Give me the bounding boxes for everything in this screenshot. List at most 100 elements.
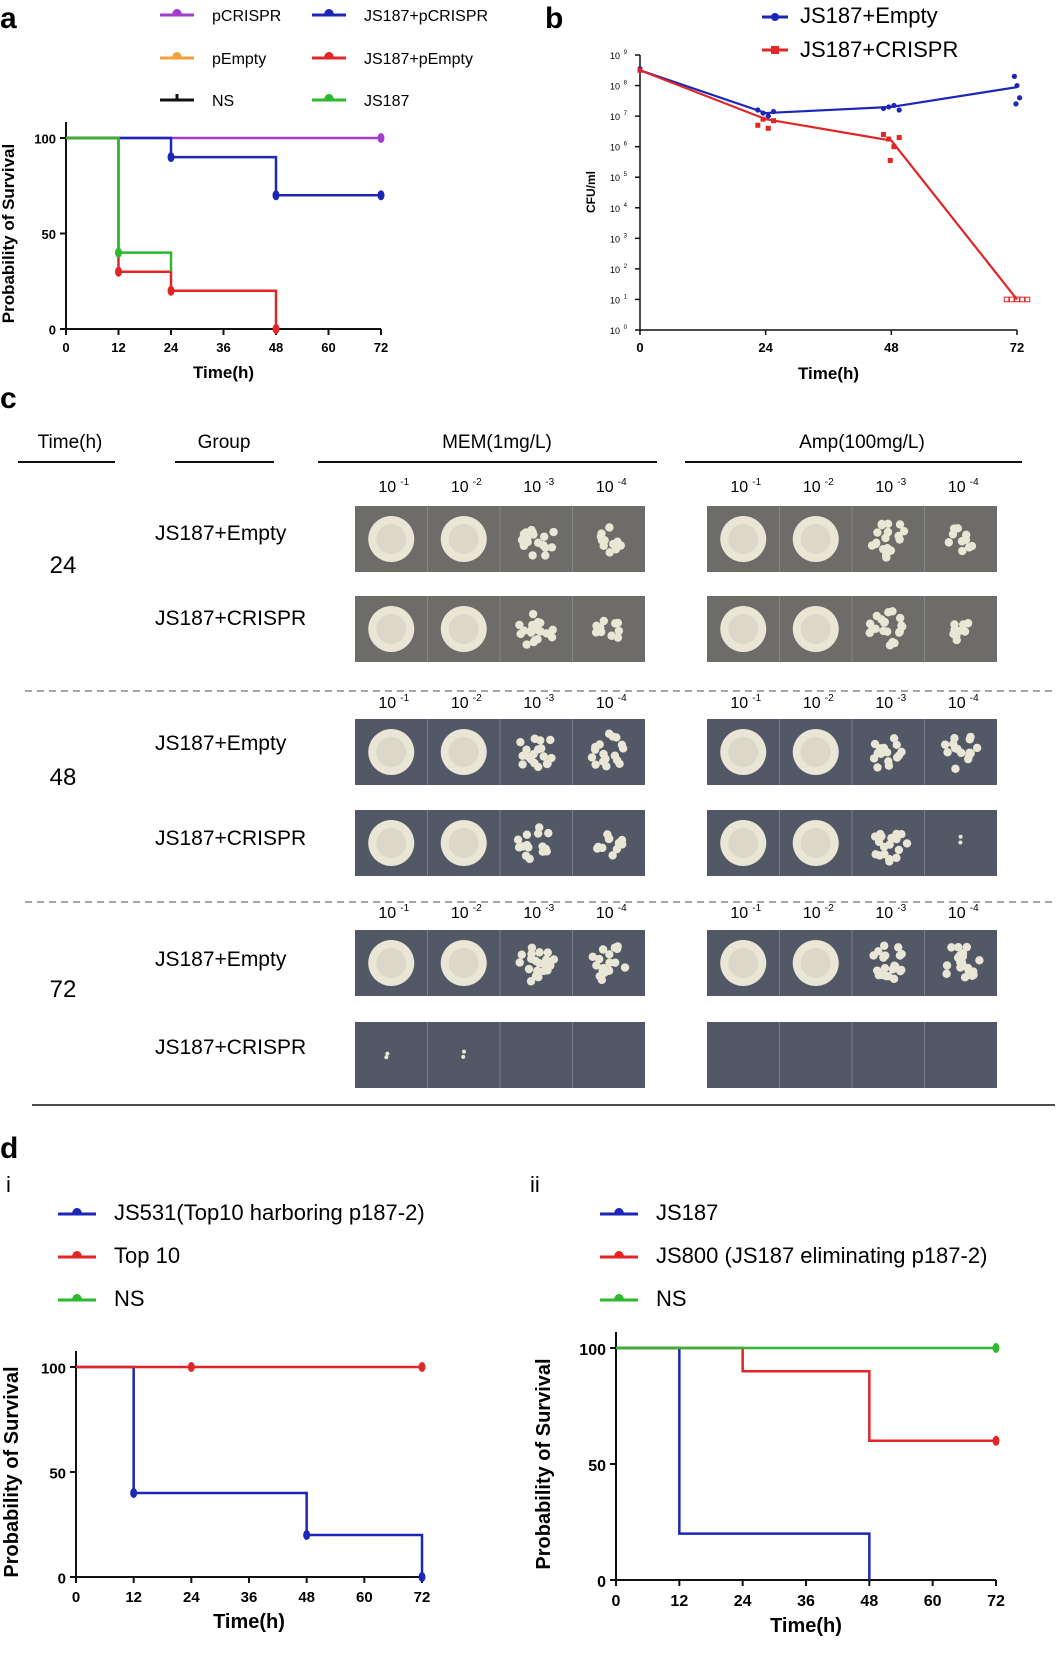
dilution-exponent: -4 (970, 693, 979, 704)
colony (889, 734, 899, 743)
colony (894, 845, 904, 855)
dilution-exponent: -4 (618, 693, 627, 704)
data-point (1017, 95, 1023, 101)
censor-mark (272, 324, 280, 334)
colony (547, 543, 557, 552)
legend-marker (324, 52, 334, 58)
header-amp: Amp(100mg/L) (799, 432, 925, 453)
colony (884, 761, 894, 770)
y-tick-label: 100 (41, 1361, 66, 1378)
data-point (880, 105, 887, 112)
colony (881, 533, 890, 543)
colony (549, 955, 559, 964)
colony (524, 964, 534, 974)
legend-marker (72, 1208, 82, 1214)
colony (879, 941, 889, 950)
y-tick-exponent: 3 (624, 233, 628, 239)
panel-label-d-i: i (6, 1172, 11, 1197)
colony (955, 951, 965, 960)
colony (591, 628, 601, 637)
group-label: JS187+CRISPR (155, 607, 306, 630)
group-label: JS187+Empty (155, 732, 287, 755)
y-tick-label: 0 (58, 1571, 66, 1588)
colony-spot-center (376, 948, 407, 978)
colony (604, 966, 614, 975)
survival-chart-d-ii: 0 12 24 36 48 60 72 0 50 100 Time(h) Probability of… (533, 1200, 1005, 1637)
y-tick-label: 10 (610, 326, 620, 336)
time-label: 24 (50, 552, 77, 579)
legend-marker (324, 9, 334, 15)
colony (530, 636, 540, 645)
colony (462, 1049, 467, 1054)
y-tick-exponent: 7 (624, 111, 628, 117)
dilution-exponent: -1 (752, 477, 761, 488)
colony (528, 551, 537, 560)
colony (964, 543, 974, 552)
colony (461, 1054, 466, 1059)
colony (972, 743, 982, 753)
colony (549, 527, 558, 537)
x-tick-label: 36 (797, 1593, 815, 1610)
colony-spot-center (376, 524, 407, 554)
colony (547, 633, 557, 642)
censor-mark (115, 266, 122, 277)
censor-mark (377, 133, 385, 143)
colony (956, 957, 965, 967)
y-tick-label: 10 (610, 265, 620, 275)
colony (955, 626, 964, 635)
colony (604, 834, 614, 843)
legend-marker (771, 13, 779, 21)
survival-chart-d-i: 0 12 24 36 48 60 72 0 50 100 Time(h) Probability of… (1, 1200, 430, 1633)
colony (522, 745, 531, 754)
y-tick-exponent: 9 (624, 50, 628, 56)
colony (608, 851, 617, 860)
legend-label: pCRISPR (212, 8, 281, 25)
dilution-exponent: -3 (545, 903, 554, 914)
dilution-exponent: -2 (473, 477, 482, 488)
colony (542, 847, 551, 856)
colony-spot-center (376, 737, 407, 767)
colony (950, 734, 959, 743)
colony (951, 764, 960, 773)
colony (975, 956, 984, 965)
colony (949, 629, 958, 639)
data-point (1003, 296, 1010, 303)
legend-marker (614, 1208, 624, 1214)
header-mem: MEM(1mg/L) (442, 432, 552, 453)
survival-chart-a: 0 12 24 36 48 60 72 0 50 100 Time(h) Probability of… (0, 8, 488, 382)
colony (527, 943, 537, 952)
colony (894, 943, 903, 952)
series-line (639, 69, 1018, 115)
panel-letter-b: b (545, 2, 563, 35)
dilution-label: 10 (451, 695, 469, 712)
panel-letter-c: c (0, 382, 17, 415)
colony (600, 536, 609, 545)
colony (536, 627, 545, 636)
colony (895, 520, 905, 529)
colony (958, 546, 967, 556)
colony (599, 757, 608, 766)
data-point (1014, 82, 1020, 89)
colony (897, 949, 906, 959)
legend-marker (72, 1294, 82, 1300)
colony-spot-center (800, 948, 831, 978)
legend-marker (172, 52, 182, 58)
legend-marker (614, 1251, 624, 1257)
colony (594, 954, 604, 964)
colony-spot-center (376, 828, 407, 858)
colony (546, 961, 555, 970)
censor-mark (187, 1362, 195, 1372)
x-tick-label: 0 (72, 1589, 80, 1606)
censor-mark (992, 1435, 1000, 1446)
colony (942, 961, 952, 970)
colony (876, 829, 885, 839)
panel-letter-a: a (0, 2, 17, 35)
colony (533, 745, 543, 754)
colony (871, 624, 880, 634)
data-point (891, 102, 897, 109)
dilution-label: 10 (730, 479, 748, 496)
x-tick-label: 36 (241, 1589, 258, 1606)
colony (869, 754, 879, 763)
data-point (1024, 296, 1031, 303)
panel-letter-d: d (0, 1132, 18, 1165)
